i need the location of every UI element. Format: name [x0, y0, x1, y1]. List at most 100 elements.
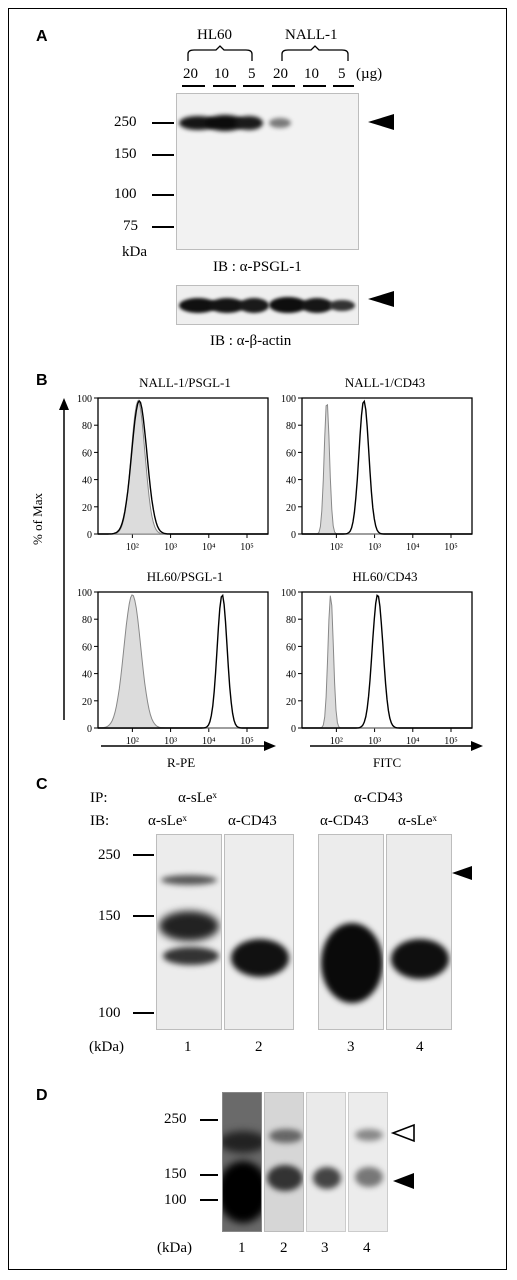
ib-lane-1: α-sLeˣ — [148, 813, 187, 829]
y-axis-label: % of Max — [30, 493, 45, 545]
x-tick-label: 10⁵ — [240, 736, 254, 747]
y-tick-label: 20 — [286, 503, 296, 514]
histogram-nall1-psgl1: 100 80 60 40 20 0 10² 10³ 10⁴ 10⁵ — [77, 394, 269, 553]
y-tick-label: 100 — [281, 394, 296, 405]
y-tick-label: 80 — [286, 615, 296, 626]
y-tick-label: 40 — [82, 670, 92, 681]
marker-d-150: 150 — [164, 1166, 187, 1182]
isotype-control-curve — [302, 595, 472, 729]
x-tick-label: 10² — [330, 542, 343, 553]
flow-axes — [59, 398, 483, 751]
amount-unit: (µg) — [356, 66, 383, 82]
marker-c-150: 150 — [98, 908, 121, 924]
x-tick-label: 10² — [126, 542, 139, 553]
y-tick-label: 40 — [82, 476, 92, 487]
lane-label-3: 5 — [248, 66, 256, 82]
panel-c-label: C — [36, 776, 48, 793]
y-tick-label: 60 — [82, 448, 92, 459]
lane-label-6: 5 — [338, 66, 346, 82]
y-tick-label: 0 — [291, 530, 296, 541]
marker-ticks-c — [133, 854, 472, 1014]
lane-label-5: 10 — [304, 66, 319, 82]
marker-ticks-d — [200, 1119, 415, 1201]
lane-number-d-4: 4 — [363, 1240, 371, 1256]
x-tick-label: 10³ — [164, 736, 177, 747]
marker-250: 250 — [114, 114, 137, 130]
lane-number-d-3: 3 — [321, 1240, 329, 1256]
blot-d-lane-4 — [348, 1092, 388, 1232]
y-tick-label: 60 — [286, 642, 296, 653]
western-blot-actin — [176, 285, 359, 325]
x-tick-label: 10³ — [368, 736, 381, 747]
x-tick-label: 10⁵ — [444, 736, 458, 747]
ib-lane-2: α-CD43 — [228, 813, 277, 829]
ib-lane-4: α-sLeˣ — [398, 813, 437, 829]
y-tick-label: 0 — [87, 724, 92, 735]
x-tick-label: 10⁴ — [406, 542, 420, 553]
marker-d-100: 100 — [164, 1192, 187, 1208]
lane-number-c-4: 4 — [416, 1039, 424, 1055]
x-tick-label: 10³ — [164, 542, 177, 553]
lane-label-2: 10 — [214, 66, 229, 82]
x-tick-label: 10⁵ — [444, 542, 458, 553]
histogram-hl60-psgl1: 100 80 60 40 20 0 10² 10³ 10⁴ 10⁵ — [77, 588, 269, 747]
y-tick-label: 20 — [82, 503, 92, 514]
y-tick-label: 80 — [82, 615, 92, 626]
isotype-control-curve — [302, 403, 472, 535]
plot-frame — [97, 397, 269, 535]
isotype-control-curve — [97, 594, 268, 729]
arrowhead-actin — [368, 291, 394, 307]
western-blot-psgl1 — [176, 93, 359, 250]
blot-c-lane-4 — [386, 834, 452, 1030]
y-tick-label: 0 — [291, 724, 296, 735]
kda-label-d: (kDa) — [157, 1240, 192, 1256]
ib-actin-label: IB : α-β-actin — [210, 333, 292, 349]
marker-100: 100 — [114, 186, 137, 202]
ib-lane-3: α-CD43 — [320, 813, 369, 829]
x-tick-label: 10³ — [368, 542, 381, 553]
lane-label-1: 20 — [183, 66, 198, 82]
lane-number-c-1: 1 — [184, 1039, 192, 1055]
y-tick-label: 60 — [286, 448, 296, 459]
blot-c-lane-1 — [156, 834, 222, 1030]
x-tick-label: 10² — [126, 736, 139, 747]
y-tick-label: 20 — [82, 697, 92, 708]
ib-psgl1-label: IB : α-PSGL-1 — [213, 259, 302, 275]
marker-c-250: 250 — [98, 847, 121, 863]
ip-label: IP: — [90, 790, 108, 806]
hist-title-nall1-cd43: NALL-1/CD43 — [344, 375, 426, 390]
x-tick-label: 10⁴ — [202, 736, 216, 747]
x-tick-label: 10⁴ — [406, 736, 420, 747]
blot-d-lane-1 — [222, 1092, 262, 1232]
histogram-nall1-cd43: 100 80 60 40 20 0 10² 10³ 10⁴ 10⁵ — [281, 394, 473, 553]
ib-label: IB: — [90, 813, 110, 829]
lane-number-d-2: 2 — [280, 1240, 288, 1256]
panel-b-label: B — [36, 372, 48, 389]
x-axis-label-fitc: FITC — [373, 755, 402, 770]
x-tick-label: 10⁵ — [240, 542, 254, 553]
marker-c-100: 100 — [98, 1005, 121, 1021]
blot-c-lane-2 — [224, 834, 294, 1030]
kda-label: kDa — [122, 244, 147, 260]
y-tick-label: 20 — [286, 697, 296, 708]
isotype-control-curve — [98, 400, 268, 535]
histogram-hl60-cd43: 100 80 60 40 20 0 10² 10³ 10⁴ 10⁵ — [281, 588, 473, 747]
y-tick-label: 80 — [82, 421, 92, 432]
panel-a-label: A — [36, 28, 48, 45]
y-tick-label: 40 — [286, 670, 296, 681]
x-tick-label: 10² — [330, 736, 343, 747]
panel-d-label: D — [36, 1087, 48, 1104]
lane-label-4: 20 — [273, 66, 288, 82]
x-tick-label: 10⁴ — [202, 542, 216, 553]
group-brackets — [182, 45, 354, 87]
y-tick-label: 80 — [286, 421, 296, 432]
blot-d-lane-2 — [264, 1092, 304, 1232]
stained-curve — [302, 399, 472, 535]
blot-c-lane-3 — [318, 834, 384, 1030]
y-tick-label: 100 — [281, 588, 296, 599]
lane-number-c-2: 2 — [255, 1039, 263, 1055]
ip-antibody-cd43: α-CD43 — [354, 790, 403, 806]
figure-frame — [8, 8, 507, 1270]
stained-curve — [98, 593, 268, 729]
y-tick-label: 100 — [77, 588, 92, 599]
